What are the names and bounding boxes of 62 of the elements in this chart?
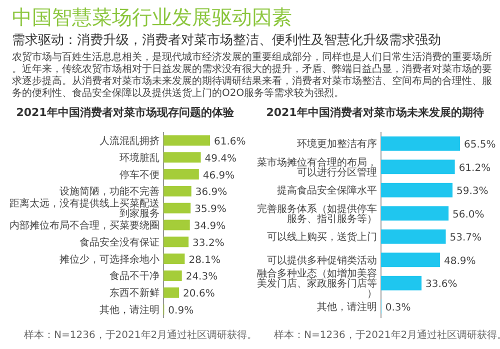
data-label: 56.0% — [452, 209, 484, 220]
chart-title: 2021年中国消费者对菜市场未来发展的期待 — [266, 106, 484, 119]
y-tick-label: 可以线上购买，送货上门 — [267, 231, 377, 244]
data-label: 20.6% — [183, 288, 215, 300]
bar — [381, 136, 460, 151]
data-label: 61.2% — [458, 162, 491, 174]
bar — [381, 252, 440, 268]
text: 中国智慧菜场行业发展驱动因素 — [12, 5, 292, 29]
bar — [164, 152, 201, 163]
y-tick-label: 其他，请注明 — [100, 304, 160, 316]
data-label: 59.3% — [456, 186, 488, 198]
y-tick-label: 摊位少，可选择余地小 — [60, 253, 160, 266]
bar — [164, 270, 182, 281]
bar — [381, 182, 453, 198]
text: 样本：N=1236，于2021年2月通过社区调研获得。 — [274, 329, 500, 341]
data-label: 46.9% — [202, 170, 235, 182]
data-label: 0.9% — [168, 306, 194, 317]
data-label: 35.9% — [194, 204, 226, 216]
bar — [164, 186, 192, 196]
bar — [381, 206, 449, 221]
bar — [164, 169, 199, 180]
y-tick-label: 食品不干净 — [110, 270, 160, 282]
data-label: 53.7% — [450, 232, 482, 244]
y-tick-label: 环境脏乱 — [120, 152, 160, 164]
y-tick-label: 环境更加整洁有序 — [297, 138, 377, 150]
chart-title: 2021年中国消费者对菜市场现存问题的体验 — [16, 106, 235, 119]
data-label: 36.9% — [195, 187, 228, 198]
bar — [164, 287, 180, 298]
y-tick-label: 人流混乱拥挤 — [100, 134, 160, 147]
data-label: 0.3% — [385, 302, 411, 314]
bar — [164, 135, 210, 146]
y-tick-label: 内部摊位布局不合理，买菜要绕圈 — [10, 220, 160, 232]
y-tick-label: 东西不新鲜 — [110, 287, 160, 300]
y-tick-label: 完善服务体系（如提供停车服务、指引服务等） — [257, 202, 377, 225]
y-tick-label: 停车不便 — [120, 168, 160, 181]
text: 农贸市场与百姓生活息息相关，是现代城市经济发展的重要组成部分，同样也是人们日常生活消费的重要场所。近年来，传统农贸市场相对于日益发展的需求没有很大的提升，矛盾、弊端日益凸显，消费者对菜市场的要求逐步提高。从消费者对菜市场未来发展的期待调研结果来看，消费者对菜市场整洁、空间布局的合理性、服务的便利性、食品安全保障以及提供送货上门的O2O服务等需求较为强烈。 — [12, 51, 492, 99]
data-label: 28.1% — [188, 254, 220, 266]
bar — [381, 160, 455, 174]
bar — [164, 254, 185, 264]
bar — [381, 229, 446, 244]
text: 样本：N=1236，于2021年2月通过社区调研获得。 — [24, 329, 258, 341]
data-label: 24.3% — [186, 272, 218, 283]
data-label: 33.6% — [426, 279, 458, 290]
data-label: 34.9% — [194, 221, 226, 232]
y-tick-label: 设施简陋，功能不完善 — [60, 186, 160, 198]
y-tick-label: 菜市场摊位有合理的布局，可以进行分区管理 — [257, 156, 377, 178]
data-label: 65.5% — [464, 140, 496, 151]
y-tick-label: 食品安全没有保证 — [80, 236, 160, 248]
data-label: 61.6% — [214, 136, 246, 148]
y-tick-label: 融合多种业态（如增加美容美发门店、家政服务门店等） — [257, 268, 377, 300]
y-tick-label: 距离太远，没有提供线上买菜配送到家服务 — [10, 198, 160, 220]
text: 需求驱动：消费升级，消费者对菜市场整洁、便利性及智慧化升级需求强劲 — [12, 33, 441, 48]
data-label: 48.9% — [444, 256, 476, 267]
y-tick-label: 提高食品安全保障水平 — [277, 184, 377, 197]
y-tick-label: 其他，请注明 — [317, 300, 377, 313]
data-label: 49.4% — [204, 153, 237, 164]
bar — [164, 202, 191, 214]
bar — [164, 236, 189, 248]
data-label: 33.2% — [192, 238, 224, 249]
bar — [164, 220, 190, 230]
bar — [381, 276, 422, 290]
y-tick-label: 可以提供多种促销类活动 — [267, 254, 377, 266]
